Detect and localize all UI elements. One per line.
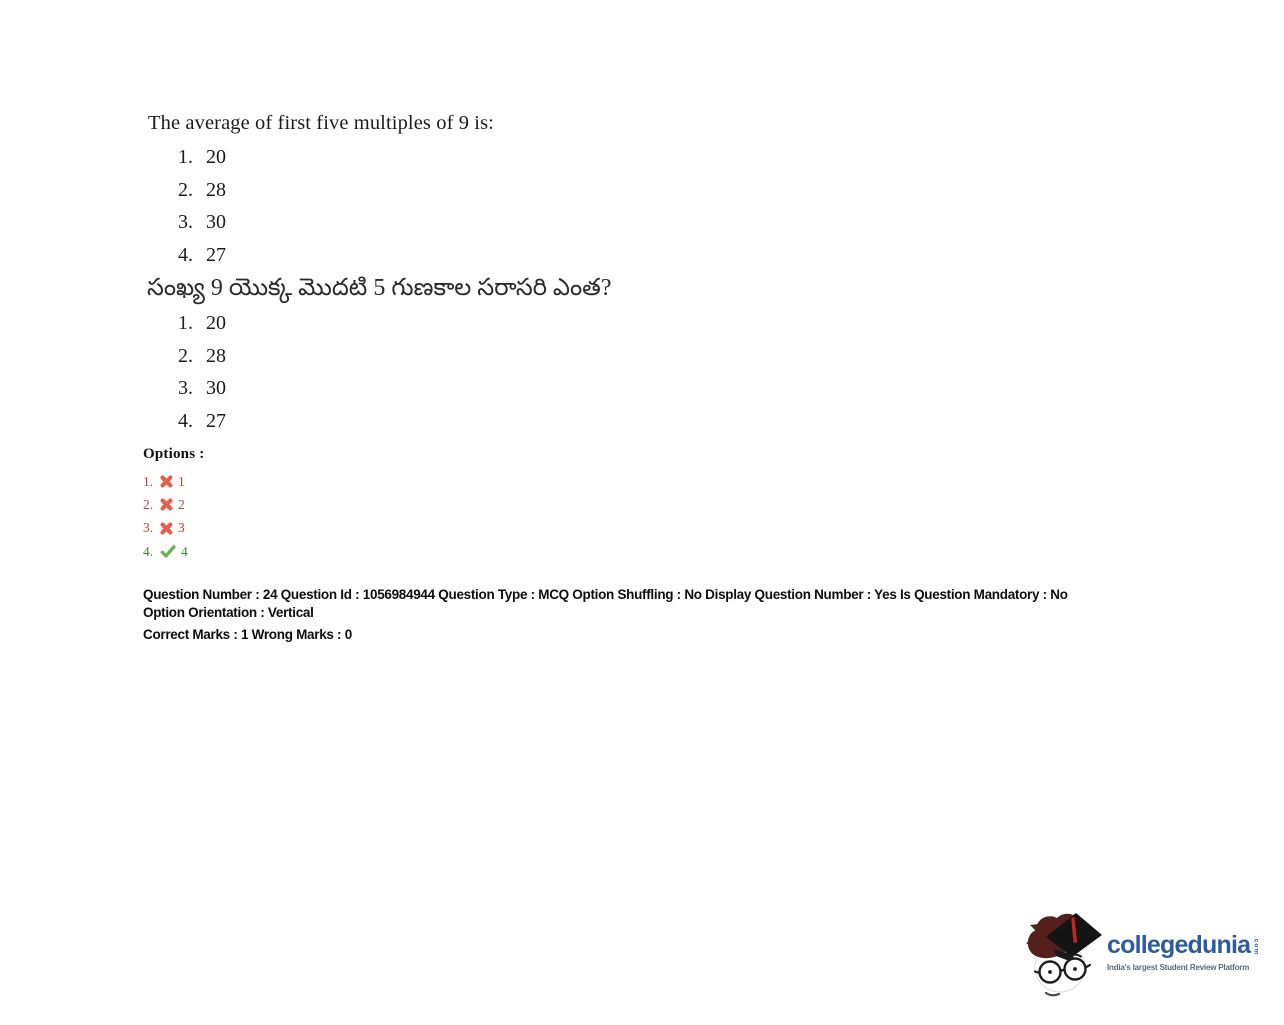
- option-row: 3. 30: [178, 377, 226, 410]
- option-value: 30: [206, 211, 226, 233]
- option-value: 27: [206, 409, 226, 432]
- logo-text: collegedunia .com India's largest Studen…: [1107, 903, 1260, 973]
- option-row: 2. 28: [178, 179, 226, 212]
- answer-option-number: 4.: [143, 543, 154, 559]
- option-number: 1.: [178, 312, 193, 334]
- answer-key-row: 3. 3: [143, 517, 204, 540]
- option-number: 4.: [178, 243, 193, 266]
- option-number: 2.: [178, 178, 193, 201]
- option-row: 1. 20: [178, 146, 226, 179]
- option-row: 4. 27: [178, 244, 226, 277]
- brand-tagline: India's largest Student Review Platform: [1107, 963, 1250, 972]
- option-row: 3. 30: [178, 211, 226, 244]
- metadata-marks: Correct Marks : 1 Wrong Marks : 0: [143, 627, 352, 642]
- answer-option-label: 3: [178, 520, 185, 536]
- option-row: 4. 27: [178, 410, 226, 443]
- option-value: 27: [206, 243, 226, 266]
- options-list-telugu: 1. 20 2. 28 3. 30 4. 27: [178, 312, 226, 442]
- answer-option-label: 1: [178, 473, 185, 489]
- metadata-line-2: Option Orientation : Vertical: [143, 605, 314, 620]
- collegedunia-logo: collegedunia .com India's largest Studen…: [1024, 903, 1260, 1003]
- answer-key-row: 1. 1: [143, 470, 204, 493]
- mascot-graduate-icon: [1026, 913, 1102, 997]
- answer-key: Options : 1. 1 2. 2 3. 3 4.: [143, 446, 204, 563]
- option-number: 3.: [178, 211, 193, 233]
- option-value: 20: [206, 146, 226, 168]
- question-text-telugu: సంఖ్య 9 యొక్క మొదటి 5 గుణకాల సరాసరి ఎంత?: [147, 275, 612, 301]
- option-value: 28: [206, 178, 226, 201]
- check-icon: [160, 545, 176, 558]
- option-number: 2.: [178, 344, 193, 367]
- answer-option-number: 1.: [143, 473, 154, 489]
- question-metadata: Question Number : 24 Question Id : 10569…: [143, 586, 1173, 644]
- option-row: 1. 20: [178, 312, 226, 345]
- cross-icon: [160, 522, 173, 535]
- answer-key-row: 2. 2: [143, 493, 204, 516]
- answer-option-label: 4: [181, 543, 188, 559]
- metadata-line-1: Question Number : 24 Question Id : 10569…: [143, 587, 1068, 602]
- answer-key-row: 4. 4: [143, 540, 204, 563]
- answer-key-heading: Options :: [143, 446, 205, 462]
- cross-icon: [160, 498, 173, 512]
- option-value: 30: [206, 377, 226, 399]
- brand-name: collegedunia: [1107, 931, 1251, 959]
- option-number: 1.: [178, 146, 193, 168]
- cross-icon: [160, 475, 173, 488]
- option-value: 28: [206, 344, 226, 367]
- options-list-english: 1. 20 2. 28 3. 30 4. 27: [178, 146, 226, 276]
- option-number: 3.: [178, 377, 193, 399]
- question-text-english: The average of first five multiples of 9…: [148, 112, 494, 134]
- answer-option-number: 2.: [143, 496, 154, 512]
- brand-tld: .com: [1252, 936, 1260, 956]
- answer-option-number: 3.: [143, 520, 154, 536]
- option-row: 2. 28: [178, 345, 226, 378]
- answer-option-label: 2: [178, 496, 185, 512]
- option-number: 4.: [178, 409, 193, 432]
- option-value: 20: [206, 312, 226, 334]
